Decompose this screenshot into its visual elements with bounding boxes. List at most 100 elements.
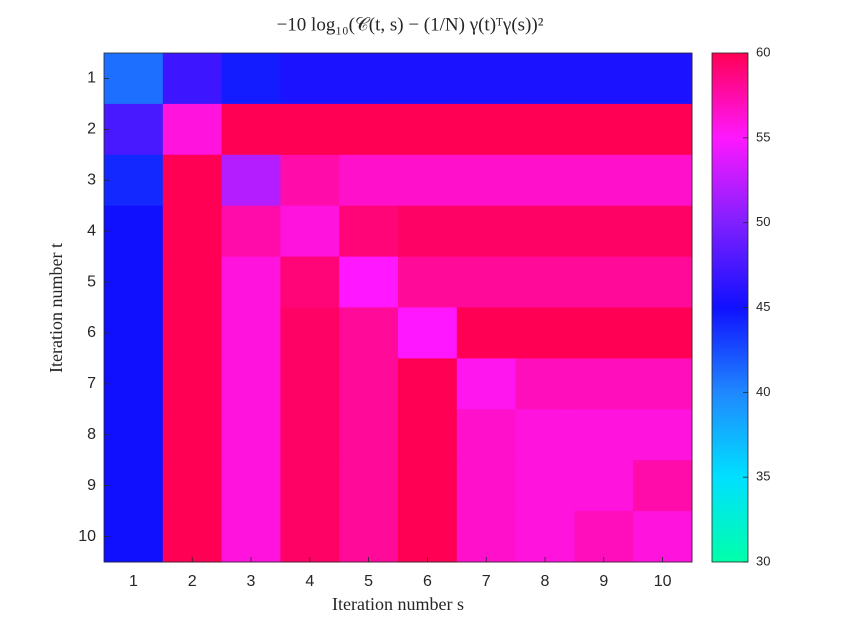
heatmap-cell bbox=[398, 103, 458, 156]
x-tick-label: 8 bbox=[541, 573, 550, 590]
heatmap-cell bbox=[104, 256, 164, 308]
heatmap-cell bbox=[398, 460, 458, 512]
heatmap-cell bbox=[456, 53, 517, 105]
heatmap-cell bbox=[339, 511, 399, 563]
x-axis-label: Iteration number s bbox=[332, 594, 464, 614]
heatmap-cell bbox=[574, 460, 634, 512]
heatmap-cell bbox=[574, 307, 634, 359]
heatmap-cell bbox=[456, 307, 517, 359]
heatmap-cell bbox=[398, 307, 458, 359]
heatmap-cell bbox=[104, 205, 164, 258]
x-tick-label: 4 bbox=[305, 573, 314, 590]
heatmap-cell bbox=[339, 53, 399, 105]
heatmap-cell bbox=[339, 205, 399, 258]
y-tick-label: 1 bbox=[87, 70, 96, 87]
heatmap-cell bbox=[280, 154, 340, 207]
heatmap-cell bbox=[280, 358, 340, 410]
heatmap-cell bbox=[280, 511, 340, 563]
heatmap-cell bbox=[104, 511, 164, 563]
heatmap-cell bbox=[221, 358, 281, 410]
x-tick-label: 1 bbox=[129, 573, 138, 590]
heatmap-cell bbox=[515, 460, 575, 512]
y-tick-label: 7 bbox=[87, 375, 96, 392]
heatmap-cell bbox=[339, 358, 399, 410]
heatmap-cell bbox=[280, 307, 340, 359]
colorbar-tick-label: 35 bbox=[756, 469, 770, 484]
heatmap-cell bbox=[515, 256, 575, 308]
heatmap-cell bbox=[633, 154, 693, 207]
x-tick-label: 9 bbox=[599, 573, 608, 590]
heatmap-cell bbox=[515, 53, 575, 105]
heatmap-cell bbox=[456, 103, 517, 156]
heatmap-cell bbox=[280, 205, 340, 258]
x-tick-label: 6 bbox=[423, 573, 432, 590]
heatmap-cell bbox=[515, 103, 575, 156]
heatmap-cell bbox=[574, 358, 634, 410]
heatmap-cell bbox=[633, 53, 693, 105]
y-tick-label: 8 bbox=[87, 426, 96, 443]
heatmap-cell bbox=[456, 205, 517, 258]
heatmap-cell bbox=[398, 409, 458, 461]
heatmap-cell bbox=[633, 409, 693, 461]
heatmap-cell bbox=[456, 154, 517, 207]
y-tick-label: 10 bbox=[78, 528, 96, 545]
heatmap-cell bbox=[221, 460, 281, 512]
heatmap-cell bbox=[104, 53, 164, 105]
chart-title: −10 log₁₀(𝒞(t, s) − (1/N) γ(t)ᵀγ(s))² bbox=[277, 14, 544, 35]
heatmap-cell bbox=[104, 358, 164, 410]
heatmap-cell bbox=[515, 358, 575, 410]
heatmap-cell bbox=[574, 256, 634, 308]
heatmap-cell bbox=[398, 358, 458, 410]
x-tick-label: 7 bbox=[482, 573, 491, 590]
heatmap-cell bbox=[280, 409, 340, 461]
colorbar-tick-label: 40 bbox=[756, 384, 770, 399]
heatmap-cell bbox=[456, 460, 517, 512]
heatmap-cell bbox=[398, 205, 458, 258]
heatmap-cell bbox=[162, 205, 223, 258]
heatmap-cell bbox=[339, 460, 399, 512]
heatmap-cell bbox=[162, 307, 223, 359]
y-tick-label: 6 bbox=[87, 324, 96, 341]
heatmap-cell bbox=[574, 511, 634, 563]
heatmap-cell bbox=[456, 511, 517, 563]
heatmap-cell bbox=[398, 154, 458, 207]
heatmap-cell bbox=[633, 256, 693, 308]
heatmap-cell bbox=[221, 307, 281, 359]
heatmap-cell bbox=[339, 307, 399, 359]
heatmap-cell bbox=[162, 511, 223, 563]
heatmap-cell bbox=[398, 53, 458, 105]
colorbar-tick-label: 45 bbox=[756, 299, 770, 314]
heatmap-cell bbox=[104, 460, 164, 512]
x-tick-label: 2 bbox=[188, 573, 197, 590]
heatmap-cell bbox=[515, 511, 575, 563]
heatmap-cell bbox=[221, 103, 281, 156]
y-axis-label: Iteration number t bbox=[46, 243, 66, 373]
heatmap-cell bbox=[104, 154, 164, 207]
heatmap-cell bbox=[162, 256, 223, 308]
heatmap-cell bbox=[398, 511, 458, 563]
x-tick-label: 3 bbox=[247, 573, 256, 590]
heatmap-cell bbox=[162, 103, 223, 156]
heatmap-cell bbox=[162, 53, 223, 105]
heatmap-cell bbox=[633, 103, 693, 156]
heatmap-cell bbox=[162, 358, 223, 410]
plot-frame bbox=[103, 52, 693, 563]
heatmap-cell bbox=[398, 256, 458, 308]
heatmap-cell bbox=[515, 205, 575, 258]
heatmap-cell bbox=[339, 154, 399, 207]
heatmap-cell bbox=[515, 154, 575, 207]
heatmap-cell bbox=[162, 409, 223, 461]
heatmap-cell bbox=[339, 256, 399, 308]
heatmap-cell bbox=[221, 256, 281, 308]
heatmap-cell bbox=[633, 307, 693, 359]
y-tick-label: 5 bbox=[87, 273, 96, 290]
colorbar-tick-label: 30 bbox=[756, 553, 770, 568]
heatmap-cell bbox=[574, 409, 634, 461]
x-tick-label: 10 bbox=[654, 573, 672, 590]
heatmap-cell bbox=[633, 511, 693, 563]
y-tick-label: 4 bbox=[87, 222, 96, 239]
heatmap-cell bbox=[162, 460, 223, 512]
heatmap-cell bbox=[456, 358, 517, 410]
heatmap-cell bbox=[221, 205, 281, 258]
